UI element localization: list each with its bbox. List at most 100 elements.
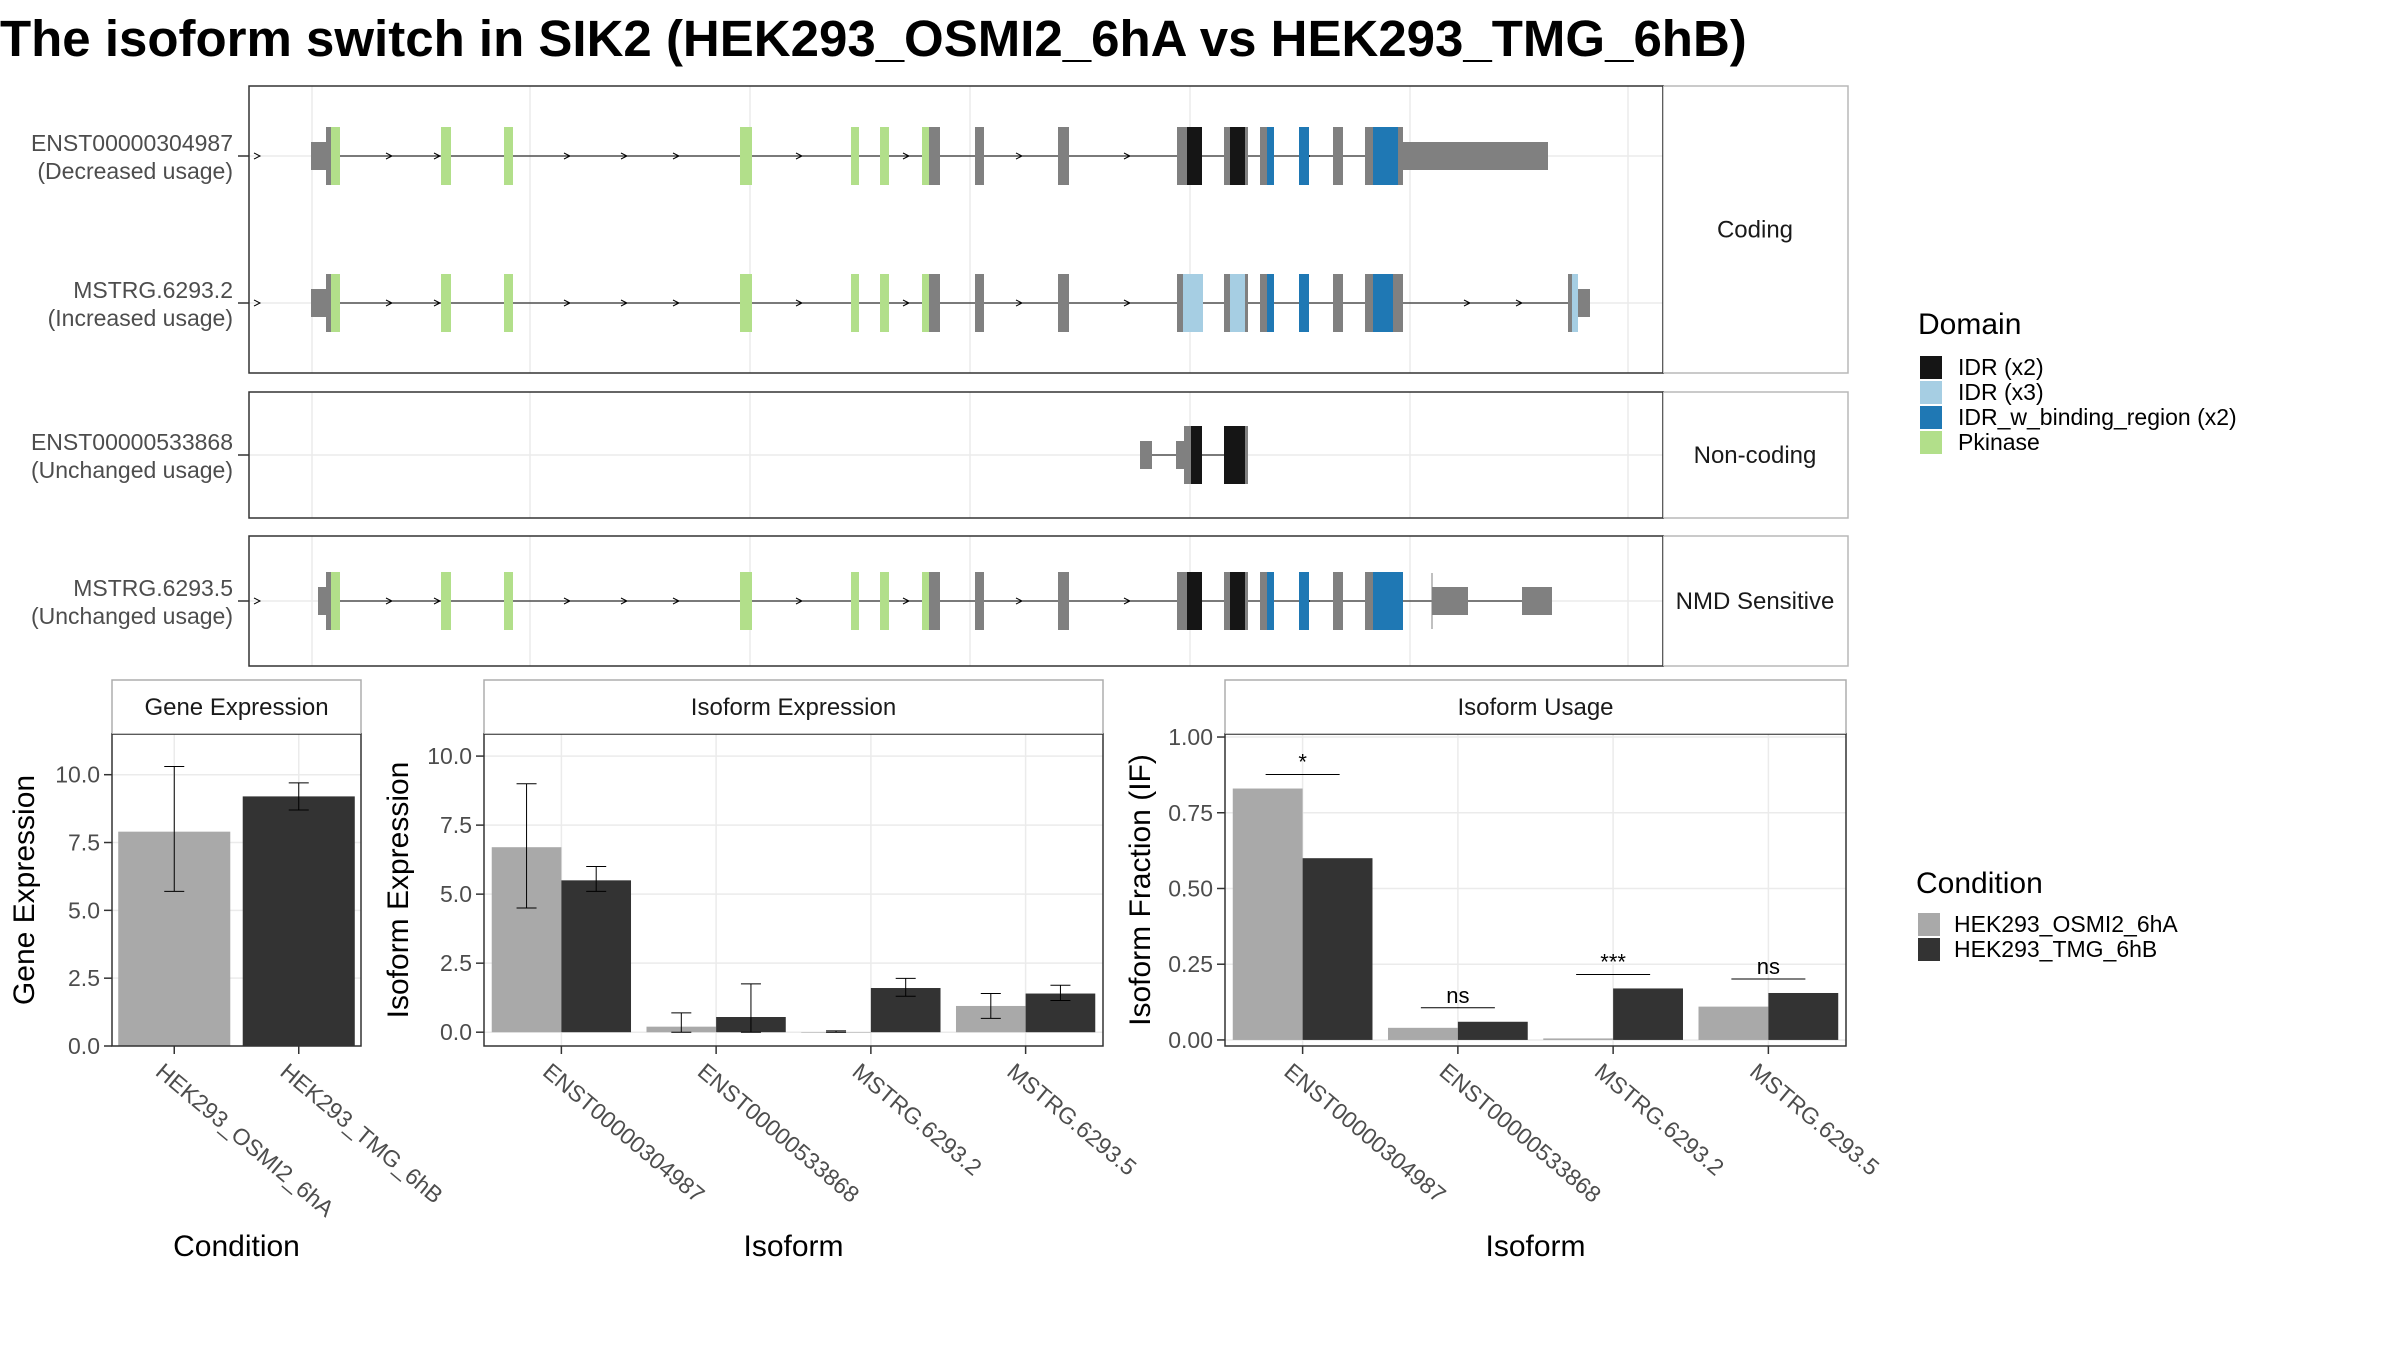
idr-x2-domain	[1224, 426, 1245, 484]
exon-block	[326, 572, 331, 630]
x-axis-title: Isoform	[1485, 1230, 1585, 1263]
pkinase-domain	[922, 127, 929, 185]
transcript-label: MSTRG.6293.5	[73, 575, 233, 601]
x-tick-label: MSTRG.6293.2	[848, 1058, 987, 1181]
intron-arrow	[795, 152, 804, 160]
pkinase-domain	[331, 274, 340, 332]
y-tick-label: 5.0	[440, 881, 472, 907]
exon-block	[929, 274, 940, 332]
exon-block	[1260, 274, 1267, 332]
intron-arrow	[1123, 152, 1132, 160]
significance-label: *	[1298, 750, 1307, 775]
intron-arrow	[253, 299, 262, 307]
exon-block	[1177, 127, 1187, 185]
exon-block	[1224, 274, 1230, 332]
idr-binding-domain	[1299, 274, 1309, 332]
idr-x3-domain	[1183, 274, 1203, 332]
exon-block	[1224, 127, 1230, 185]
idr-binding-domain	[1267, 572, 1274, 630]
pkinase-domain	[740, 127, 752, 185]
facet-strip-label: Coding	[1717, 217, 1793, 244]
significance-label: ns	[1446, 983, 1469, 1008]
pkinase-domain	[851, 127, 859, 185]
x-tick-label: MSTRG.6293.5	[1002, 1058, 1141, 1181]
pkinase-domain	[740, 572, 752, 630]
exon-block	[1177, 274, 1183, 332]
pkinase-domain	[880, 572, 889, 630]
facet-strip-label: Non-coding	[1694, 442, 1817, 469]
intron-arrow	[620, 152, 629, 160]
pkinase-domain	[880, 274, 889, 332]
intron-arrow	[1015, 152, 1024, 160]
idr-binding-domain	[1267, 274, 1274, 332]
intron-arrow	[433, 152, 442, 160]
intron-arrow	[620, 597, 629, 605]
utr-block	[1403, 142, 1548, 170]
domain-legend-label: Pkinase	[1958, 429, 2040, 455]
pkinase-domain	[504, 274, 513, 332]
exon-block	[1365, 274, 1373, 332]
intron-arrow	[1015, 597, 1024, 605]
exon-block	[929, 572, 940, 630]
intron-arrow	[433, 597, 442, 605]
bar-panel-1: Gene Expression0.02.55.07.510.0HEK293_OS…	[8, 679, 448, 1263]
intron-arrow	[1515, 299, 1524, 307]
intron-arrow	[253, 152, 262, 160]
idr-binding-domain	[1373, 274, 1393, 332]
facet-strip	[1662, 535, 1849, 667]
significance-label: ns	[1757, 954, 1780, 979]
bar	[1457, 1021, 1528, 1040]
y-tick-label: 7.5	[440, 812, 472, 838]
bar	[1768, 992, 1839, 1040]
intron-arrow	[902, 299, 911, 307]
intron-arrow	[1463, 299, 1472, 307]
intron-arrow	[902, 152, 911, 160]
bar	[242, 796, 355, 1046]
intron-arrow	[563, 152, 572, 160]
pkinase-domain	[331, 127, 340, 185]
condition-legend-swatch	[1918, 938, 1940, 961]
intron-arrow	[385, 299, 394, 307]
bar	[1698, 1006, 1769, 1040]
idr-binding-domain	[1373, 572, 1403, 630]
pkinase-domain	[441, 572, 451, 630]
idr-x2-domain	[1230, 572, 1245, 630]
domain-legend-swatch	[1920, 431, 1942, 454]
significance-label: ***	[1600, 949, 1626, 974]
exon-block	[1333, 274, 1343, 332]
facet-strip	[1662, 85, 1849, 374]
domain-legend-swatch	[1920, 356, 1942, 379]
intron-arrow	[253, 597, 262, 605]
idr-binding-domain	[1299, 127, 1309, 185]
exon-block	[1245, 127, 1248, 185]
bar	[1232, 788, 1303, 1040]
facet-strip-label: NMD Sensitive	[1676, 588, 1835, 615]
pkinase-domain	[331, 572, 340, 630]
domain-legend-label: IDR_w_binding_region (x2)	[1958, 404, 2237, 430]
bar	[561, 880, 632, 1033]
exon-block	[975, 127, 984, 185]
exon-block	[1184, 426, 1191, 484]
exon-block	[1393, 274, 1403, 332]
intron-arrow	[1015, 299, 1024, 307]
x-axis-title: Isoform	[743, 1230, 843, 1263]
exon-block	[1245, 572, 1248, 630]
exon-block	[1176, 441, 1184, 469]
idr-x2-domain	[1191, 426, 1202, 484]
y-tick-label: 0.0	[440, 1019, 472, 1045]
y-tick-label: 5.0	[68, 897, 100, 923]
x-tick-label: MSTRG.6293.5	[1745, 1058, 1884, 1181]
condition-legend-title: Condition	[1916, 867, 2043, 900]
exon-block	[1058, 572, 1069, 630]
domain-legend-swatch	[1920, 381, 1942, 404]
exon-block	[1365, 572, 1373, 630]
pkinase-domain	[740, 274, 752, 332]
domain-legend-swatch	[1920, 406, 1942, 429]
idr-x3-domain	[1230, 274, 1245, 332]
exon-block	[1260, 572, 1267, 630]
pkinase-domain	[851, 572, 859, 630]
exon-block	[1398, 127, 1403, 185]
y-tick-label: 0.0	[68, 1033, 100, 1059]
exon-block	[1260, 127, 1267, 185]
